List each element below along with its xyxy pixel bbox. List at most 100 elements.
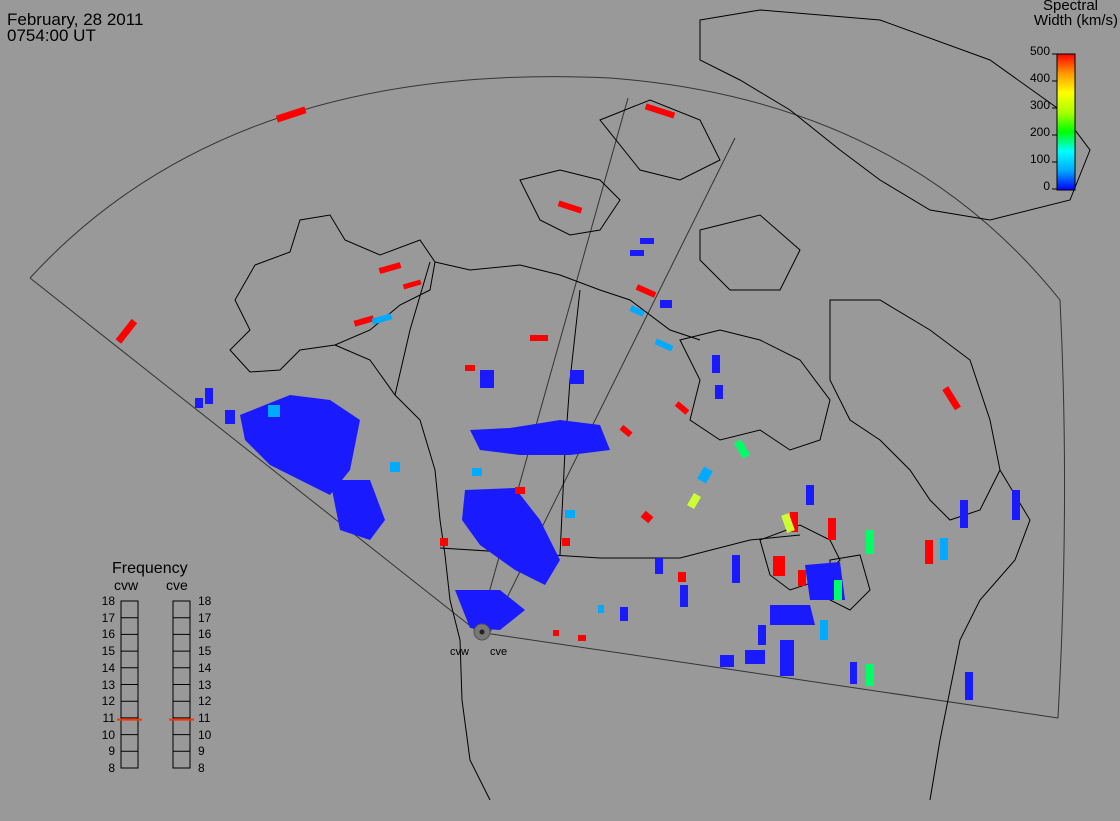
colorbar-tick-label: 0 [1043, 179, 1050, 193]
colorbar-title-line1: Spectral [1042, 0, 1098, 14]
colorbar-tick-label: 300 [1029, 98, 1050, 112]
echo-cell [960, 500, 968, 528]
echo-patch-west-south [330, 480, 385, 540]
echo-cell [834, 580, 842, 600]
echo-cell [798, 570, 806, 586]
alaska-canada-border [394, 261, 431, 396]
echo-cell [515, 487, 525, 494]
radar-sites [473, 623, 491, 641]
interior-border [559, 289, 581, 556]
echo-cell [866, 664, 874, 686]
echo-cell [195, 398, 203, 408]
echo-cell [680, 585, 688, 607]
echo-cell [480, 370, 494, 388]
colorbar-tick-label: 200 [1029, 125, 1050, 139]
frequency-radar-label-cve: cve [166, 577, 188, 593]
colorbar-tick-marks [1052, 53, 1057, 190]
coastlines [229, 9, 1091, 801]
radar-echoes [115, 103, 1020, 700]
echo-cell [790, 512, 798, 532]
echo-cell [866, 530, 874, 554]
echo-cell [565, 510, 575, 518]
colorbar [1052, 53, 1076, 191]
echo-cell [687, 492, 701, 510]
frequency-tick-label-left: 17 [101, 610, 115, 625]
echo-cell [697, 466, 713, 484]
frequency-tick-lines [121, 600, 190, 769]
frequency-tick-label-left: 9 [108, 744, 115, 759]
frequency-tick-label-right: 11 [198, 710, 211, 725]
echo-cell [378, 262, 402, 274]
east-coast [929, 469, 1031, 801]
echo-cell [275, 106, 307, 123]
frequency-tick-label-left: 11 [102, 710, 115, 725]
pacific-coast [334, 344, 491, 801]
echo-cell [115, 318, 138, 344]
echo-patch-central [462, 488, 560, 585]
frequency-tick-label-left: 16 [101, 627, 115, 642]
echo-cell [640, 238, 654, 244]
frequency-radar-label-cvw: cvw [114, 577, 139, 593]
echo-cell [925, 540, 933, 564]
frequency-tick-label-left: 8 [108, 761, 115, 775]
echo-cell [850, 662, 857, 684]
echo-cell [390, 462, 400, 472]
echo-cell [820, 620, 828, 640]
radar-label-cve: cve [490, 646, 508, 658]
mid-high-width-echoes [734, 439, 874, 686]
echo-cell [965, 672, 973, 700]
high-width-echoes [115, 103, 961, 641]
frequency-tick-label-right: 16 [198, 627, 212, 642]
echo-cell [674, 401, 690, 415]
echo-cell [530, 335, 548, 341]
arctic-coast [434, 261, 701, 341]
echo-cell [629, 305, 645, 317]
hudson-bay [679, 329, 831, 451]
echo-cell [353, 315, 375, 327]
frequency-tick-label-left: 13 [101, 677, 115, 692]
fov-outer-arc [29, 76, 1066, 719]
echo-cell [630, 250, 644, 256]
colorbar-tick-label: 100 [1029, 152, 1050, 166]
frequency-tick-label-right: 14 [198, 660, 212, 675]
colorbar-gradient [1056, 53, 1076, 191]
echo-cell [578, 635, 586, 641]
colorbar-tick-label: 500 [1029, 44, 1050, 58]
echo-cell [619, 424, 633, 438]
echo-cell [371, 313, 393, 325]
greenland [699, 9, 1091, 221]
frequency-tick-label-left: 18 [101, 594, 115, 608]
echo-cell [402, 279, 422, 290]
medium-width-echoes [268, 305, 948, 640]
echo-cell [440, 538, 448, 546]
echo-patch-near-radar [455, 590, 525, 630]
echo-patch-great-lakes [770, 562, 845, 625]
colorbar-tick-label: 400 [1029, 71, 1050, 85]
echo-cell [268, 405, 280, 417]
echo-cell [780, 640, 794, 676]
frequency-tick-label-right: 9 [198, 744, 205, 759]
echo-cell [562, 538, 570, 546]
echo-cell [472, 468, 482, 476]
frequency-tick-label-left: 10 [101, 727, 115, 742]
echo-cell [635, 284, 657, 298]
frequency-tick-label-left: 12 [101, 694, 115, 709]
echo-cell [715, 385, 723, 399]
echo-cell [712, 355, 720, 373]
echo-cell [654, 338, 674, 352]
echo-cell [225, 410, 235, 424]
echo-patch-north [470, 420, 610, 455]
echo-cell [620, 607, 628, 621]
echo-cell [598, 605, 604, 613]
date-label: February, 28 2011 [7, 10, 144, 29]
echo-cell [781, 513, 795, 533]
labrador-coast [829, 299, 1001, 521]
echo-cell [773, 556, 785, 576]
frequency-tick-label-right: 13 [198, 677, 212, 692]
frequency-tick-label-right: 15 [198, 644, 212, 659]
echo-cell [205, 388, 213, 404]
frequency-tick-label-right: 12 [198, 694, 212, 709]
echo-cell [557, 200, 583, 214]
